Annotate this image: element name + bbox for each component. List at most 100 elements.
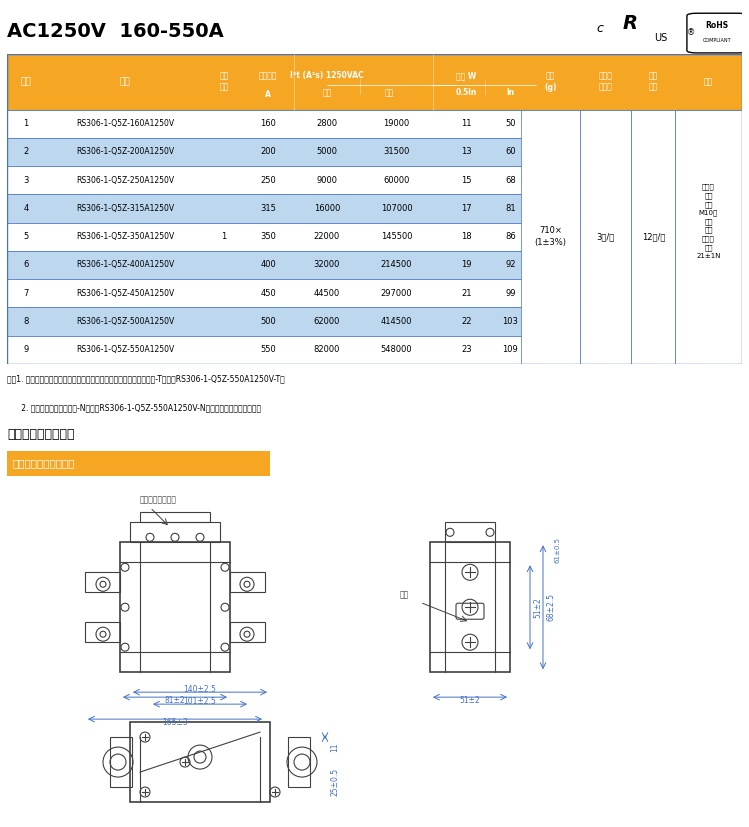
Text: 99: 99 — [505, 289, 515, 298]
Bar — [288, 737, 310, 787]
Text: COMPLIANT: COMPLIANT — [703, 38, 732, 43]
Text: 103: 103 — [503, 317, 518, 326]
Text: 31500: 31500 — [383, 147, 410, 156]
Text: 51±2: 51±2 — [460, 696, 480, 705]
Text: 额定电流: 额定电流 — [259, 71, 277, 80]
Text: RS306-1-Q5Z-250A1250V: RS306-1-Q5Z-250A1250V — [76, 175, 174, 184]
Text: 端部: 端部 — [400, 590, 409, 600]
Bar — [110, 737, 132, 787]
Text: 9: 9 — [23, 345, 28, 354]
Text: 414500: 414500 — [380, 317, 412, 326]
Bar — [631, 110, 676, 364]
Text: c: c — [596, 22, 604, 35]
Text: 50: 50 — [505, 119, 515, 128]
Text: 62000: 62000 — [314, 317, 340, 326]
Text: 最小包
装数量: 最小包 装数量 — [598, 72, 613, 92]
Text: 熔断: 熔断 — [384, 88, 394, 97]
Text: 重量
(g): 重量 (g) — [545, 72, 557, 92]
Text: 12只/箱: 12只/箱 — [642, 232, 665, 241]
Text: 2: 2 — [23, 147, 28, 156]
Text: 350: 350 — [260, 232, 276, 241]
Bar — [7, 54, 742, 110]
Text: 弧前: 弧前 — [322, 88, 331, 97]
Bar — [140, 513, 210, 523]
Text: 21: 21 — [461, 289, 472, 298]
Text: 92: 92 — [505, 261, 515, 270]
Text: 2800: 2800 — [316, 119, 337, 128]
Text: 82000: 82000 — [314, 345, 340, 354]
Text: 60000: 60000 — [383, 175, 410, 184]
Text: AC1250V  160-550A: AC1250V 160-550A — [7, 22, 224, 41]
Text: 140±2.5: 140±2.5 — [184, 685, 216, 694]
Text: ®: ® — [687, 29, 695, 37]
Bar — [7, 251, 676, 280]
Text: 尺寸
代码: 尺寸 代码 — [219, 72, 228, 92]
Bar — [130, 722, 270, 802]
Text: R: R — [622, 14, 638, 32]
Text: 2. 如无需指示，型号后加-N，例：RS306-1-Q5Z-550A1250V-N（无可视指示器与基座）；: 2. 如无需指示，型号后加-N，例：RS306-1-Q5Z-550A1250V-… — [7, 404, 261, 412]
Text: 107000: 107000 — [380, 204, 413, 213]
Text: 15: 15 — [461, 175, 472, 184]
Text: 550: 550 — [260, 345, 276, 354]
Text: 60: 60 — [505, 147, 515, 156]
Text: 备注: 备注 — [704, 77, 713, 86]
Text: 22: 22 — [461, 317, 472, 326]
Text: 3只/盒: 3只/盒 — [597, 232, 615, 241]
Text: RS306-1-Q5Z-500A1250V: RS306-1-Q5Z-500A1250V — [76, 317, 174, 326]
Text: 型号: 型号 — [120, 77, 130, 86]
Text: 160: 160 — [260, 119, 276, 128]
Text: 9000: 9000 — [316, 175, 337, 184]
Bar — [130, 523, 220, 543]
Text: RoHS: RoHS — [706, 22, 729, 30]
Text: 19000: 19000 — [383, 119, 410, 128]
Text: 5000: 5000 — [316, 147, 337, 156]
Bar — [7, 194, 676, 222]
Text: 推荐安
装方
式：
M10螺
栓安
装：
推荐扭
矩：
21±1N: 推荐安 装方 式： M10螺 栓安 装： 推荐扭 矩： 21±1N — [697, 184, 721, 259]
Text: 200: 200 — [260, 147, 276, 156]
Bar — [676, 110, 742, 364]
Text: 101±2.5: 101±2.5 — [184, 696, 216, 705]
Text: 500: 500 — [260, 317, 276, 326]
Text: 548000: 548000 — [380, 345, 413, 354]
Text: 86: 86 — [505, 232, 515, 241]
Text: 序号: 序号 — [20, 77, 31, 86]
Text: 16000: 16000 — [314, 204, 340, 213]
Text: 0.5ln: 0.5ln — [455, 88, 477, 97]
Text: ln: ln — [506, 88, 515, 97]
Text: 400: 400 — [260, 261, 276, 270]
Bar — [120, 543, 230, 672]
Text: RS306-1-Q5Z-450A1250V: RS306-1-Q5Z-450A1250V — [76, 289, 174, 298]
Text: US: US — [654, 33, 667, 43]
Text: RS306-1-Q5Z-200A1250V: RS306-1-Q5Z-200A1250V — [76, 147, 174, 156]
Text: 11: 11 — [330, 743, 339, 752]
Bar — [7, 109, 676, 138]
Text: 功耗 W: 功耗 W — [456, 71, 476, 80]
Text: 熔断件外形及安装尺寸: 熔断件外形及安装尺寸 — [13, 458, 75, 468]
Text: 68: 68 — [505, 175, 515, 184]
Text: A: A — [265, 89, 271, 98]
Text: RS306-1-Q5Z-315A1250V: RS306-1-Q5Z-315A1250V — [76, 204, 174, 213]
Text: 包装
数量: 包装 数量 — [649, 72, 658, 92]
Bar — [7, 166, 676, 194]
Bar — [580, 110, 631, 364]
Text: 81: 81 — [505, 204, 515, 213]
Text: 11: 11 — [461, 119, 472, 128]
Text: 51±2: 51±2 — [533, 597, 542, 618]
Text: 81±2: 81±2 — [165, 696, 185, 705]
Text: 25±0.5: 25±0.5 — [330, 768, 339, 796]
Bar — [7, 308, 676, 336]
Text: RS306-1-Q5Z-160A1250V: RS306-1-Q5Z-160A1250V — [76, 119, 174, 128]
Bar — [7, 280, 676, 308]
Bar — [7, 222, 676, 251]
Bar — [230, 572, 265, 592]
Text: RS306-1-Q5Z-550A1250V: RS306-1-Q5Z-550A1250V — [76, 345, 174, 354]
Text: RS306-1-Q5Z-350A1250V: RS306-1-Q5Z-350A1250V — [76, 232, 174, 241]
Text: 109: 109 — [503, 345, 518, 354]
Text: 450: 450 — [260, 289, 276, 298]
Text: 6: 6 — [23, 261, 28, 270]
Bar — [230, 622, 265, 643]
Text: 165±3: 165±3 — [162, 718, 188, 727]
Text: 68±2.5: 68±2.5 — [546, 593, 555, 621]
Bar — [430, 543, 510, 672]
Text: 32000: 32000 — [314, 261, 340, 270]
